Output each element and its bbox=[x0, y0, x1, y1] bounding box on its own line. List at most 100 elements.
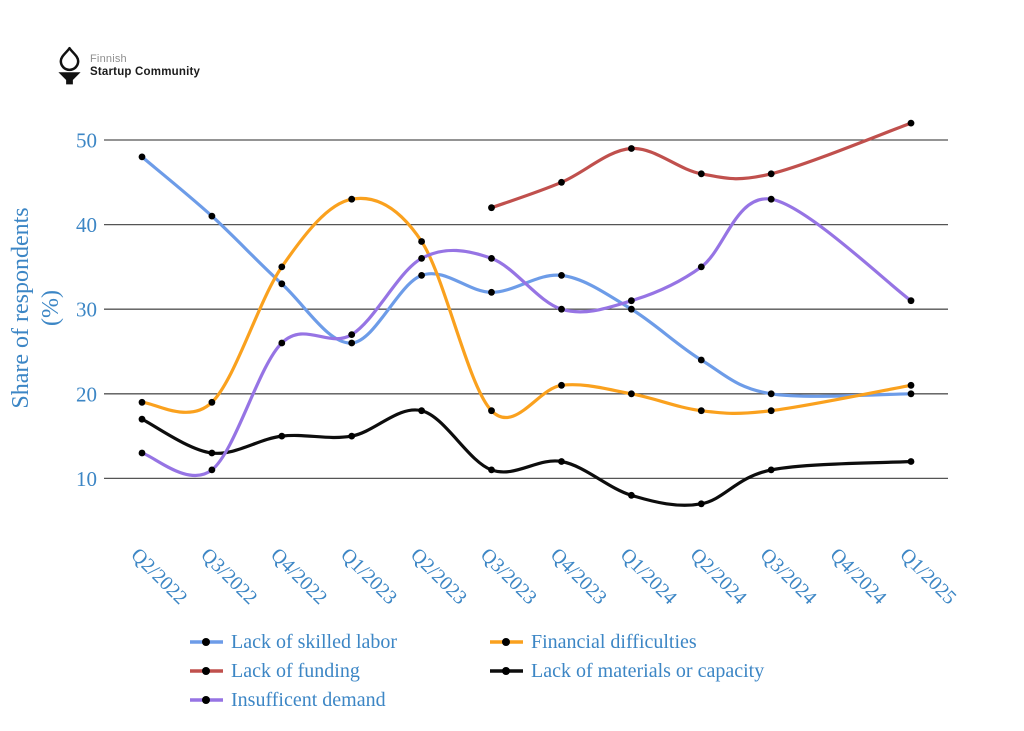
y-tick-label-30: 30 bbox=[76, 298, 97, 322]
data-point-financial-difficulties bbox=[697, 407, 705, 415]
data-point-financial-difficulties bbox=[208, 398, 216, 406]
data-point-lack-of-funding bbox=[697, 170, 705, 178]
series-line-lack-of-materials-or-capacity bbox=[140, 408, 913, 507]
data-point-lack-of-skilled-labor bbox=[697, 356, 705, 364]
data-point-financial-difficulties bbox=[628, 390, 635, 398]
x-tick-label-q4-2024: Q4/2024 bbox=[826, 544, 891, 609]
x-tick-label-q1-2023: Q1/2023 bbox=[336, 544, 401, 609]
x-axis-ticks: Q2/2022 Q3/2022 Q4/2022 Q1/2023 Q2/2023 Q3/20… bbox=[126, 544, 960, 609]
data-point-insufficent-demand bbox=[418, 255, 425, 262]
legend-label: Financial difficulties bbox=[531, 630, 697, 653]
data-point-lack-of-skilled-labor bbox=[907, 390, 915, 398]
data-point-financial-difficulties bbox=[278, 263, 286, 271]
legend-item-financial-difficulties: Financial difficulties bbox=[490, 630, 697, 654]
data-point-lack-of-funding bbox=[628, 145, 635, 152]
brand-logo: Finnish Startup Community bbox=[56, 46, 200, 86]
legend-marker-dot bbox=[202, 667, 210, 675]
x-tick-label-q2-2023: Q2/2023 bbox=[406, 544, 471, 609]
data-point-lack-of-materials-or-capacity bbox=[907, 458, 915, 465]
data-point-lack-of-funding bbox=[767, 170, 775, 178]
legend-label: Lack of skilled labor bbox=[231, 630, 398, 653]
data-point-insufficent-demand bbox=[138, 449, 146, 457]
x-tick-label-q3-2022: Q3/2022 bbox=[196, 544, 261, 609]
legend-marker-dot bbox=[502, 667, 510, 675]
legend-swatch-lack-of-skilled-labor bbox=[190, 638, 223, 646]
legend-swatch-lack-of-funding bbox=[190, 667, 223, 675]
x-tick-label-q1-2025: Q1/2025 bbox=[895, 544, 960, 609]
x-tick-label-q4-2023: Q4/2023 bbox=[546, 544, 611, 609]
legend-swatch-financial-difficulties bbox=[490, 638, 523, 646]
legend-label: Lack of funding bbox=[231, 659, 360, 682]
data-point-lack-of-materials-or-capacity bbox=[767, 466, 775, 474]
legend-label: Lack of materials or capacity bbox=[531, 659, 765, 682]
data-point-lack-of-materials-or-capacity bbox=[138, 415, 146, 423]
legend-swatch-insufficent-demand bbox=[190, 696, 223, 704]
y-tick-label-10: 10 bbox=[76, 467, 97, 491]
y-axis-title-line2: (%) bbox=[38, 290, 64, 326]
y-tick-label-50: 50 bbox=[76, 129, 97, 153]
data-point-financial-difficulties bbox=[558, 381, 565, 389]
data-point-lack-of-funding bbox=[488, 204, 495, 212]
data-point-lack-of-funding bbox=[558, 178, 565, 186]
data-point-lack-of-materials-or-capacity bbox=[418, 407, 425, 415]
grid-layer bbox=[104, 139, 948, 480]
data-point-insufficent-demand bbox=[767, 195, 775, 203]
data-point-insufficent-demand bbox=[348, 331, 356, 338]
data-point-financial-difficulties bbox=[907, 381, 915, 389]
data-point-lack-of-skilled-labor bbox=[558, 272, 565, 279]
y-axis-title-line1: Share of respondents bbox=[8, 207, 34, 408]
data-point-lack-of-funding bbox=[907, 119, 915, 127]
data-point-lack-of-materials-or-capacity bbox=[628, 491, 635, 499]
legend-marker-dot bbox=[502, 638, 510, 646]
x-tick-label-q2-2022: Q2/2022 bbox=[126, 544, 191, 609]
y-tick-label-20: 20 bbox=[76, 382, 97, 406]
x-tick-label-q3-2024: Q3/2024 bbox=[756, 544, 821, 609]
data-point-insufficent-demand bbox=[558, 305, 565, 313]
data-point-lack-of-skilled-labor bbox=[138, 153, 146, 161]
data-point-lack-of-materials-or-capacity bbox=[558, 458, 565, 465]
x-tick-label-q1-2024: Q1/2024 bbox=[616, 544, 681, 609]
x-tick-label-q3-2023: Q3/2023 bbox=[476, 544, 541, 609]
legend-item-lack-of-funding: Lack of funding bbox=[190, 659, 360, 683]
torch-icon bbox=[58, 46, 81, 85]
data-point-insufficent-demand bbox=[907, 297, 915, 305]
data-point-lack-of-skilled-labor bbox=[628, 305, 635, 313]
legend-marker-dot bbox=[202, 696, 210, 704]
legend-marker-dot bbox=[202, 638, 210, 646]
data-point-lack-of-skilled-labor bbox=[278, 280, 286, 288]
data-point-financial-difficulties bbox=[418, 238, 425, 245]
data-point-lack-of-skilled-labor bbox=[208, 212, 216, 220]
legend-label: Insufficent demand bbox=[231, 688, 386, 711]
data-point-lack-of-materials-or-capacity bbox=[208, 449, 216, 457]
data-point-lack-of-skilled-labor bbox=[488, 288, 495, 296]
data-point-lack-of-materials-or-capacity bbox=[278, 432, 286, 440]
data-point-lack-of-materials-or-capacity bbox=[488, 466, 495, 474]
legend-item-lack-of-materials-or-capacity: Lack of materials or capacity bbox=[490, 659, 764, 683]
legend-item-insufficent-demand: Insufficent demand bbox=[190, 688, 386, 712]
data-point-financial-difficulties bbox=[488, 407, 495, 415]
series-layer bbox=[138, 119, 915, 508]
data-point-financial-difficulties bbox=[767, 407, 775, 415]
data-point-financial-difficulties bbox=[348, 195, 356, 203]
legend-swatch-lack-of-materials-or-capacity bbox=[490, 667, 523, 675]
data-point-lack-of-skilled-labor bbox=[348, 339, 356, 347]
data-point-lack-of-skilled-labor bbox=[767, 390, 775, 398]
x-tick-label-q2-2024: Q2/2024 bbox=[686, 544, 751, 609]
y-axis-ticks: 50 40 30 20 10 bbox=[76, 129, 97, 491]
data-point-insufficent-demand bbox=[278, 339, 286, 347]
series-line-financial-difficulties bbox=[140, 196, 913, 420]
data-point-lack-of-materials-or-capacity bbox=[697, 500, 705, 508]
x-tick-label-q4-2022: Q4/2022 bbox=[266, 544, 331, 609]
data-point-insufficent-demand bbox=[208, 466, 216, 474]
data-point-financial-difficulties bbox=[138, 398, 146, 406]
brand-name-top: Finnish bbox=[90, 53, 127, 66]
series-line-lack-of-funding bbox=[489, 121, 913, 210]
brand-name-bottom: Startup Community bbox=[90, 65, 201, 78]
data-point-insufficent-demand bbox=[488, 255, 495, 262]
legend-item-lack-of-skilled-labor: Lack of skilled labor bbox=[190, 630, 397, 654]
data-point-insufficent-demand bbox=[628, 297, 635, 305]
data-point-lack-of-skilled-labor bbox=[418, 272, 425, 279]
series-line-insufficent-demand bbox=[140, 197, 913, 478]
